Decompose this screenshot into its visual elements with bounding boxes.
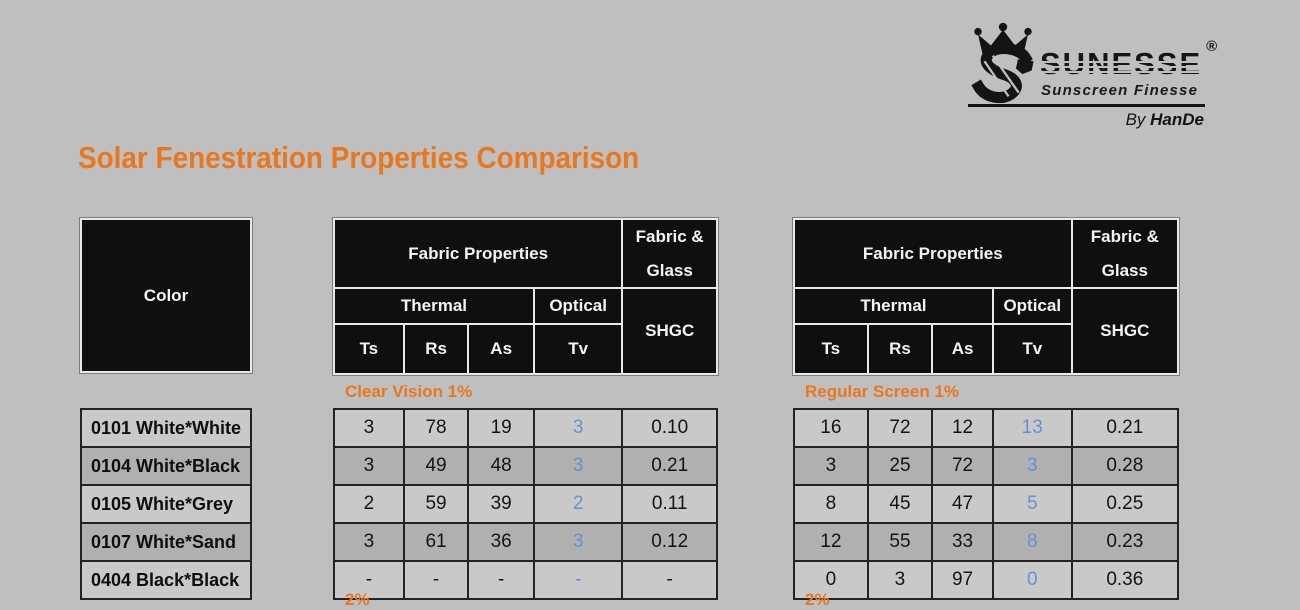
thermal-header: Thermal bbox=[793, 287, 994, 325]
rs-cell: 25 bbox=[866, 446, 934, 486]
brand-name: sunesse bbox=[1040, 46, 1203, 81]
as-cell: 19 bbox=[467, 408, 535, 448]
color-header-table: Color bbox=[79, 217, 253, 374]
as-cell: - bbox=[467, 560, 535, 600]
col-header-ts: Ts bbox=[333, 323, 405, 375]
crown-lion-icon bbox=[971, 22, 1034, 104]
rs-cell: 78 bbox=[402, 408, 470, 448]
registered-trademark-icon: ® bbox=[1206, 38, 1218, 55]
as-cell: 72 bbox=[931, 446, 994, 486]
tv-cell: - bbox=[532, 560, 624, 600]
optical-header: Optical bbox=[532, 287, 624, 325]
brand-tagline: Sunscreen Finesse bbox=[1041, 82, 1199, 99]
shgc-cell: 0.11 bbox=[621, 484, 718, 524]
rs-cell: 61 bbox=[402, 522, 470, 562]
logo-divider bbox=[968, 104, 1205, 107]
tv-cell: 3 bbox=[532, 446, 624, 486]
ts-cell: 16 bbox=[793, 408, 869, 448]
right-data-table: 16 72 12 13 0.21 3 25 72 3 0.28 8 45 47 … bbox=[793, 408, 1180, 600]
thermal-header: Thermal bbox=[333, 287, 535, 325]
tv-cell: 5 bbox=[991, 484, 1073, 524]
rs-cell: 49 bbox=[402, 446, 470, 486]
rs-cell: - bbox=[402, 560, 470, 600]
ts-cell: 8 bbox=[793, 484, 869, 524]
color-row: 0104 White*Black bbox=[80, 446, 252, 486]
tv-cell: 8 bbox=[991, 522, 1073, 562]
as-cell: 12 bbox=[931, 408, 994, 448]
shgc-cell: 0.25 bbox=[1070, 484, 1180, 524]
col-header-as: As bbox=[467, 323, 535, 375]
tv-cell: 13 bbox=[991, 408, 1073, 448]
color-row: 0404 Black*Black bbox=[80, 560, 252, 600]
rs-cell: 72 bbox=[866, 408, 934, 448]
shgc-cell: 0.21 bbox=[621, 446, 718, 486]
shgc-cell: 0.36 bbox=[1070, 560, 1180, 600]
brand-byline: By HanDe bbox=[1125, 110, 1204, 129]
tv-cell: 3 bbox=[532, 522, 624, 562]
color-row: 0105 White*Grey bbox=[80, 484, 252, 524]
rs-cell: 59 bbox=[402, 484, 470, 524]
ts-cell: 3 bbox=[333, 408, 405, 448]
right-section-label: Regular Screen 1% bbox=[805, 382, 960, 401]
tv-cell: 3 bbox=[532, 408, 624, 448]
col-header-ts: Ts bbox=[793, 323, 869, 375]
col-header-rs: Rs bbox=[866, 323, 934, 375]
brand-logo: sunesse ® Sunscreen Finesse By HanDe bbox=[966, 8, 1217, 136]
ts-cell: 3 bbox=[333, 522, 405, 562]
col-header-tv: Tv bbox=[532, 323, 624, 375]
as-cell: 33 bbox=[931, 522, 994, 562]
fabric-glass-header: Fabric & Glass bbox=[621, 218, 718, 289]
as-cell: 47 bbox=[931, 484, 994, 524]
tv-cell: 2 bbox=[532, 484, 624, 524]
shgc-cell: - bbox=[621, 560, 718, 600]
optical-header: Optical bbox=[991, 287, 1073, 325]
color-header-cell: Color bbox=[80, 218, 252, 373]
tv-cell: 3 bbox=[991, 446, 1073, 486]
col-header-as: As bbox=[931, 323, 994, 375]
page-title: Solar Fenestration Properties Comparison bbox=[78, 140, 640, 175]
ts-cell: - bbox=[333, 560, 405, 600]
left-data-table: 3 78 19 3 0.10 3 49 48 3 0.21 2 59 39 2 … bbox=[333, 408, 718, 600]
shgc-cell: 0.23 bbox=[1070, 522, 1180, 562]
rs-cell: 3 bbox=[866, 560, 934, 600]
rs-cell: 55 bbox=[866, 522, 934, 562]
color-list-table: 0101 White*White 0104 White*Black 0105 W… bbox=[80, 408, 252, 600]
color-row: 0101 White*White bbox=[80, 408, 252, 448]
rs-cell: 45 bbox=[866, 484, 934, 524]
color-row: 0107 White*Sand bbox=[80, 522, 252, 562]
brand-stripe bbox=[1040, 66, 1201, 68]
fabric-properties-header: Fabric Properties bbox=[332, 218, 624, 289]
brand-stripe bbox=[1040, 61, 1201, 63]
ts-cell: 3 bbox=[333, 446, 405, 486]
ts-cell: 2 bbox=[333, 484, 405, 524]
as-cell: 97 bbox=[931, 560, 994, 600]
as-cell: 39 bbox=[467, 484, 535, 524]
fabric-glass-header: Fabric & Glass bbox=[1070, 218, 1180, 289]
brand-stripe bbox=[1040, 71, 1201, 73]
shgc-cell: 0.12 bbox=[621, 522, 718, 562]
as-cell: 36 bbox=[467, 522, 535, 562]
left-header-table: Fabric Properties Fabric & Glass Thermal… bbox=[332, 217, 719, 376]
tv-cell: 0 bbox=[991, 560, 1073, 600]
ts-cell: 0 bbox=[793, 560, 869, 600]
shgc-header: SHGC bbox=[1070, 287, 1180, 375]
left-section-label: Clear Vision 1% bbox=[345, 382, 473, 401]
shgc-cell: 0.28 bbox=[1070, 446, 1180, 486]
as-cell: 48 bbox=[467, 446, 535, 486]
fabric-properties-header: Fabric Properties bbox=[793, 218, 1073, 289]
right-next-section-label: 2% bbox=[805, 590, 830, 609]
shgc-cell: 0.10 bbox=[621, 408, 718, 448]
right-header-table: Fabric Properties Fabric & Glass Thermal… bbox=[792, 217, 1180, 376]
col-header-rs: Rs bbox=[402, 323, 470, 375]
col-header-tv: Tv bbox=[991, 323, 1073, 375]
ts-cell: 12 bbox=[793, 522, 869, 562]
shgc-cell: 0.21 bbox=[1070, 408, 1180, 448]
shgc-header: SHGC bbox=[621, 287, 718, 375]
left-next-section-label: 2% bbox=[345, 590, 370, 609]
ts-cell: 3 bbox=[793, 446, 869, 486]
